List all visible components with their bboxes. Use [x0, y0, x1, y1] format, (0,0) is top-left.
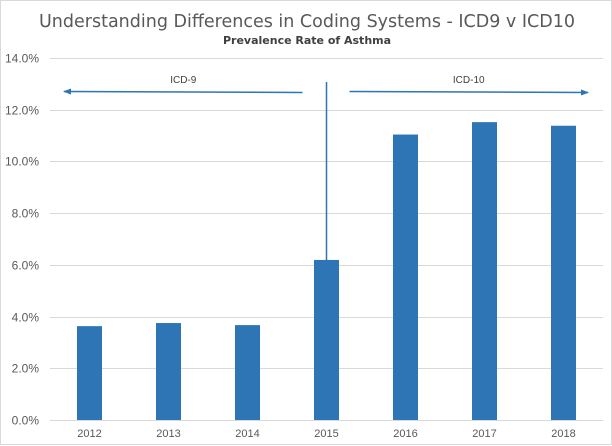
- bar-2016: [393, 134, 418, 420]
- y-tick-label: 2.0%: [12, 362, 40, 376]
- icd9-arrow: [63, 88, 303, 95]
- icd9-label: ICD-9: [170, 75, 197, 86]
- x-tick-label: 2014: [235, 428, 259, 440]
- chart-title: Understanding Differences in Coding Syst…: [39, 12, 575, 32]
- y-tick-label: 4.0%: [12, 311, 40, 325]
- annotations: ICD-9 ICD-10: [63, 75, 589, 260]
- bar-2017: [472, 122, 497, 420]
- y-tick-label: 6.0%: [12, 259, 40, 273]
- icd10-arrow: [349, 89, 589, 96]
- y-tick-label: 8.0%: [12, 207, 40, 221]
- bars: [77, 122, 576, 420]
- icd10-label: ICD-10: [453, 75, 485, 86]
- x-axis-ticks: 2012 2013 2014 2015 2016 2017 2018: [77, 428, 575, 440]
- x-tick-label: 2015: [314, 428, 338, 440]
- x-tick-label: 2013: [156, 428, 180, 440]
- bar-2014: [235, 325, 260, 420]
- x-tick-label: 2012: [77, 428, 101, 440]
- y-tick-label: 14.0%: [5, 52, 39, 66]
- chart-subtitle: Prevalence Rate of Asthma: [223, 34, 391, 47]
- bar-2012: [77, 326, 102, 420]
- x-tick-label: 2018: [551, 428, 575, 440]
- y-axis-ticks: 0.0% 2.0% 4.0% 6.0% 8.0% 10.0% 12.0% 14.0%: [5, 52, 39, 428]
- y-tick-label: 10.0%: [5, 155, 39, 169]
- x-tick-label: 2017: [472, 428, 496, 440]
- bar-2018: [551, 125, 576, 420]
- y-tick-label: 12.0%: [5, 104, 39, 118]
- x-tick-label: 2016: [393, 428, 417, 440]
- bar-2013: [156, 323, 181, 420]
- y-tick-label: 0.0%: [12, 414, 40, 428]
- bar-2015: [314, 259, 339, 420]
